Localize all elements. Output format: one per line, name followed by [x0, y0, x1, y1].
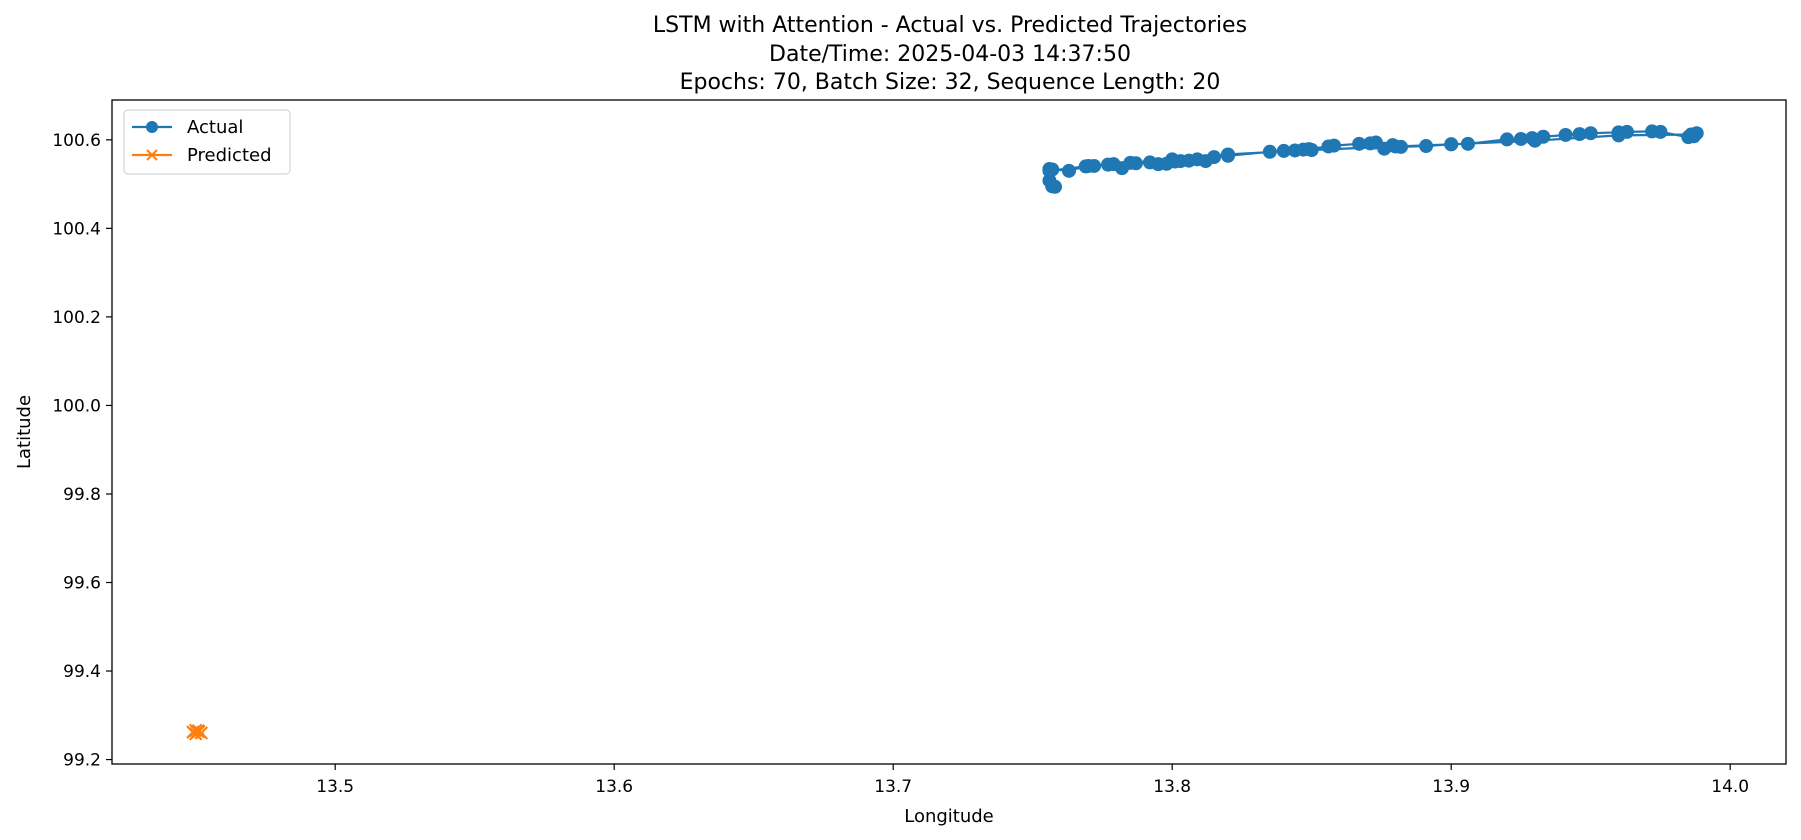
series-predicted [186, 723, 209, 741]
data-point [1419, 139, 1434, 154]
y-tick-label: 100.2 [52, 308, 101, 328]
data-point [1611, 128, 1626, 143]
y-tick-label: 100.4 [52, 219, 101, 239]
title-line-3: Epochs: 70, Batch Size: 32, Sequence Len… [680, 70, 1221, 95]
y-tick-label: 99.2 [63, 751, 101, 771]
legend: Actual Predicted [123, 109, 291, 175]
y-axis-label: Latitude [14, 395, 35, 469]
y-tick-label: 99.8 [63, 485, 101, 505]
data-point [1165, 152, 1180, 167]
data-point [1042, 163, 1057, 178]
data-point [1653, 124, 1668, 139]
data-point [1500, 132, 1514, 147]
data-point [1527, 133, 1542, 148]
x-tick-label: 13.5 [316, 777, 354, 797]
x-tick-label: 13.9 [1432, 777, 1470, 797]
data-point [1327, 138, 1342, 153]
data-point [1081, 158, 1096, 173]
y-tick-label: 99.4 [63, 662, 101, 682]
legend-marker [146, 149, 158, 161]
legend-item-actual: Actual [132, 117, 243, 138]
data-point [1513, 131, 1528, 146]
x-axis-label: Longitude [904, 806, 994, 827]
x-tick-label: 13.6 [595, 777, 633, 797]
data-point [1583, 126, 1598, 141]
legend-item-predicted: Predicted [132, 145, 272, 166]
data-point [1304, 143, 1319, 158]
x-axis-ticks: 13.5 13.6 13.7 13.8 13.9 14.0 [316, 764, 1749, 797]
data-point [1558, 127, 1573, 142]
data-point [1123, 155, 1138, 170]
data-point [1262, 144, 1277, 159]
data-point [1572, 127, 1587, 142]
data-point [1061, 163, 1076, 178]
title-line-2: Date/Time: 2025-04-03 14:37:50 [769, 42, 1131, 67]
chart-title: LSTM with Attention - Actual vs. Predict… [653, 13, 1247, 95]
x-tick-label: 14.0 [1711, 777, 1749, 797]
data-point [1460, 136, 1475, 151]
x-tick-label: 13.8 [1153, 777, 1191, 797]
legend-label: Predicted [187, 145, 272, 166]
y-tick-label: 99.6 [63, 574, 101, 594]
plot-area [111, 99, 1787, 765]
y-tick-label: 100.6 [52, 131, 101, 151]
data-point [1207, 150, 1222, 165]
data-point [1444, 137, 1459, 152]
y-axis-ticks: 99.2 99.4 99.6 99.8 100.0 100.2 100.4 100.6 [52, 131, 112, 771]
data-point [191, 724, 206, 738]
data-point [1352, 136, 1367, 151]
data-point [1276, 143, 1291, 158]
title-line-1: LSTM with Attention - Actual vs. Predict… [653, 13, 1247, 38]
legend-label: Actual [187, 117, 243, 138]
legend-marker [146, 121, 158, 133]
series-layer [186, 124, 1704, 741]
data-point [1221, 147, 1235, 162]
series-actual [1042, 124, 1704, 194]
data-point [1042, 173, 1057, 188]
data-point [1388, 139, 1403, 154]
y-tick-label: 100.0 [52, 396, 101, 416]
data-point [1684, 127, 1699, 142]
x-tick-label: 13.7 [874, 777, 912, 797]
